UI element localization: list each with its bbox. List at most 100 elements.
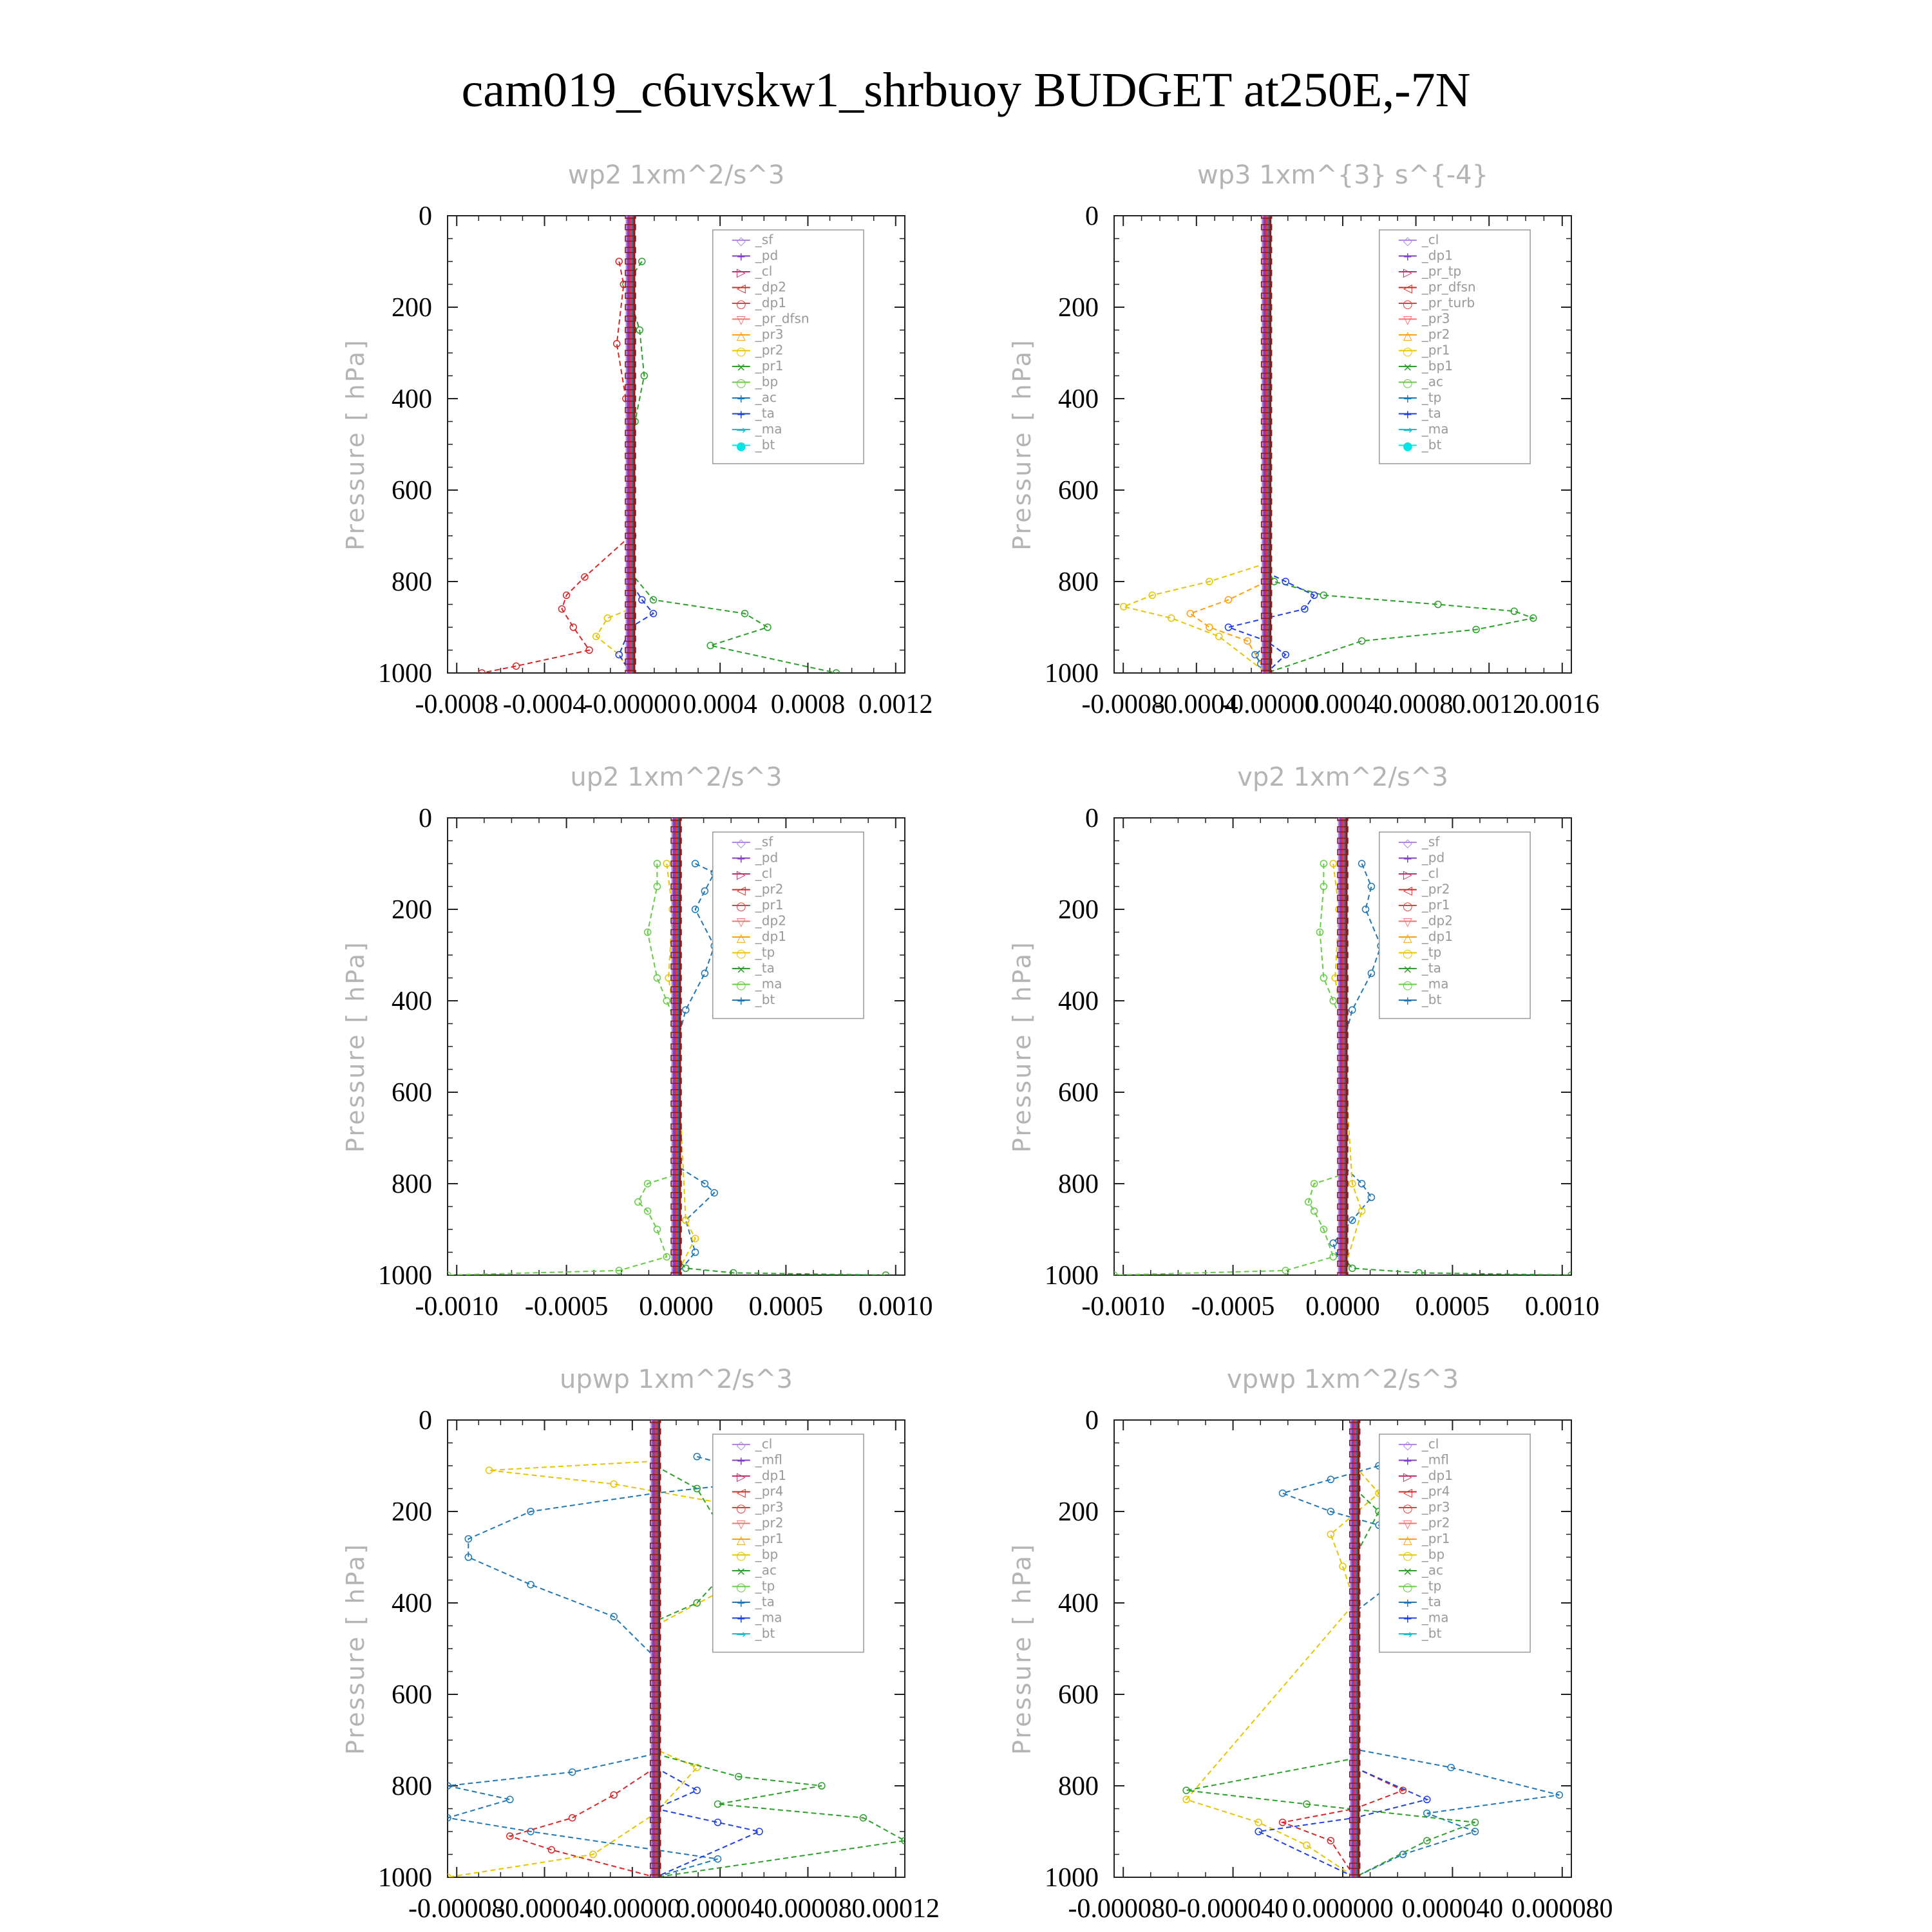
legend-entry: _tp [1421, 390, 1442, 405]
panel-title: wp2 1xm^2/s^3 [568, 160, 785, 190]
legend-entry: _sf [1421, 834, 1440, 849]
series-point [1301, 605, 1309, 613]
zero-marker [670, 1032, 682, 1038]
legend: ◇ _cl + _mfl ▷ _dp1 ◁ _pr4 ○ _pr3 ▽ _pr2 △ _pr1 ○ _bp × _… [1379, 1434, 1531, 1653]
x-tick-label: -0.00000 [1221, 690, 1318, 719]
legend-entry: _ta [1421, 960, 1441, 976]
x-tick-label: 0.0004 [683, 690, 757, 719]
series-point [1148, 591, 1156, 600]
legend-marker-icon: ▽ [737, 1518, 746, 1531]
zero-marker [1337, 929, 1349, 936]
legend-marker-icon: ○ [1403, 1549, 1413, 1563]
legend-entry: _dp1 [755, 1468, 786, 1483]
y-tick-label: 0 [419, 202, 432, 231]
x-tick-label: 0.0008 [1379, 690, 1454, 719]
zero-marker [649, 1828, 661, 1835]
legend-entry: _dp1 [755, 295, 786, 310]
series-point [603, 614, 612, 622]
zero-marker [649, 1851, 661, 1858]
y-tick-label: 600 [392, 476, 432, 506]
zero-marker [1337, 872, 1349, 878]
series-point [663, 860, 670, 867]
zero-marker [1349, 1771, 1361, 1777]
zero-marker [1349, 1566, 1361, 1572]
zero-marker [649, 1463, 661, 1469]
panel-5: upwp 1xm^2/s^3 Pressure [ hPa] 0 200 400 600 8… [341, 1365, 940, 1924]
legend-marker-icon: ▷ [1403, 1470, 1412, 1484]
legend-marker-icon: + [1403, 1455, 1412, 1468]
zero-marker [1337, 986, 1349, 992]
legend-marker-icon: × [1403, 963, 1412, 976]
series-point [1327, 1475, 1335, 1484]
x-tick-label: -0.0008 [1081, 690, 1165, 719]
series-point [1320, 860, 1328, 867]
series-point [1399, 1786, 1407, 1794]
x-tick-label: -0.0005 [1191, 1292, 1275, 1321]
series-point [1310, 1207, 1318, 1215]
zero-marker [625, 647, 636, 654]
legend-marker-icon: △ [1403, 931, 1412, 945]
zero-marker [625, 372, 636, 379]
zero-marker [625, 487, 636, 493]
zero-marker [670, 1020, 682, 1027]
legend-marker-icon: △ [1403, 329, 1412, 343]
y-axis-label: Pressure [ hPa] [341, 940, 370, 1153]
series-point [1224, 596, 1233, 604]
x-tick-label: 0.0005 [749, 1292, 824, 1321]
legend-entry: _pr1 [1421, 897, 1450, 913]
series-point [1215, 632, 1223, 640]
legend-marker-icon: → [1403, 424, 1412, 437]
zero-marker [649, 1840, 661, 1846]
legend-entry: _mfl [755, 1452, 782, 1468]
series-line [1186, 1488, 1475, 1877]
legend-entry: _cl [755, 1436, 773, 1452]
legend-entry: _ma [1421, 1610, 1449, 1625]
series-point [527, 1580, 535, 1589]
series-point [1168, 614, 1175, 622]
zero-marker [670, 849, 682, 855]
series-point [1316, 928, 1324, 936]
legend-marker-icon: + [1403, 1613, 1412, 1626]
zero-marker [1349, 1714, 1361, 1721]
legend-entry: _dp1 [1421, 929, 1453, 944]
plot-area [448, 1420, 905, 1877]
legend-entry: _ta [755, 406, 775, 421]
x-tick-label: 0.000040 [1402, 1894, 1504, 1924]
zero-marker [1337, 1215, 1349, 1221]
legend: ◇ _sf + _pd ▷ _cl ◁ _dp2 ○ _dp1 ▽ _pr_dfsn △ _pr3 ○ _pr… [712, 229, 864, 464]
series-point [701, 1180, 709, 1188]
series-point [1320, 974, 1328, 982]
legend-marker-icon: ◁ [737, 282, 746, 296]
zero-marker [1337, 940, 1349, 947]
legend-entry: _pr_turb [1421, 295, 1475, 310]
legend-entry: _pr3 [1421, 311, 1450, 327]
zero-marker [1349, 1611, 1361, 1618]
legend-entry: _ma [1421, 421, 1449, 437]
zero-marker [1349, 1520, 1361, 1526]
panel-3: up2 1xm^2/s^3 Pressure [ hPa] 0 200 400 600 80… [341, 762, 933, 1321]
zero-marker [1337, 1146, 1349, 1153]
zero-marker [1337, 1238, 1349, 1244]
zero-marker [649, 1611, 661, 1618]
legend-marker-icon: ○ [736, 377, 746, 390]
series-point [1339, 1562, 1347, 1570]
zero-marker [670, 1226, 682, 1233]
legend-entry: _ma [1421, 976, 1449, 992]
zero-marker [670, 883, 682, 890]
series-point [691, 860, 699, 867]
panel-title: vp2 1xm^2/s^3 [1237, 762, 1448, 792]
figure-title: cam019_c6uvskw1_shrbuoy BUDGET at250E,-7… [462, 63, 1471, 117]
zero-marker [670, 837, 682, 844]
series-point [693, 1599, 701, 1607]
zero-marker [649, 1748, 661, 1755]
zero-marker [670, 1157, 682, 1164]
zero-marker [625, 601, 636, 608]
zero-marker [1260, 384, 1273, 390]
legend-marker-icon: ○ [736, 947, 746, 961]
series-point [581, 573, 589, 581]
legend-entry: _pr2 [1421, 882, 1450, 897]
series-point [1327, 1530, 1335, 1539]
zero-marker [1337, 860, 1349, 867]
x-tick-label: 0.0004 [1305, 690, 1380, 719]
series-point [1224, 623, 1233, 631]
